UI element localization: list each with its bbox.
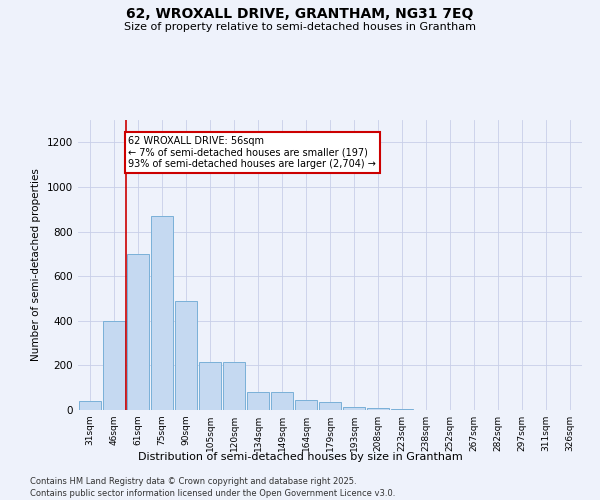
Bar — [127, 254, 149, 410]
Bar — [151, 216, 173, 410]
Bar — [367, 408, 389, 410]
Bar — [391, 409, 413, 410]
Text: 62 WROXALL DRIVE: 56sqm
← 7% of semi-detached houses are smaller (197)
93% of se: 62 WROXALL DRIVE: 56sqm ← 7% of semi-det… — [128, 136, 376, 169]
Y-axis label: Number of semi-detached properties: Number of semi-detached properties — [31, 168, 41, 362]
Text: Contains HM Land Registry data © Crown copyright and database right 2025.: Contains HM Land Registry data © Crown c… — [30, 478, 356, 486]
Bar — [199, 362, 221, 410]
Bar — [175, 300, 197, 410]
Bar — [343, 406, 365, 410]
Bar — [295, 400, 317, 410]
Bar — [247, 392, 269, 410]
Bar — [319, 402, 341, 410]
Text: Contains public sector information licensed under the Open Government Licence v3: Contains public sector information licen… — [30, 489, 395, 498]
Text: Size of property relative to semi-detached houses in Grantham: Size of property relative to semi-detach… — [124, 22, 476, 32]
Bar — [271, 392, 293, 410]
Text: 62, WROXALL DRIVE, GRANTHAM, NG31 7EQ: 62, WROXALL DRIVE, GRANTHAM, NG31 7EQ — [127, 8, 473, 22]
Bar — [223, 362, 245, 410]
Bar — [79, 401, 101, 410]
Bar — [103, 321, 125, 410]
Text: Distribution of semi-detached houses by size in Grantham: Distribution of semi-detached houses by … — [137, 452, 463, 462]
